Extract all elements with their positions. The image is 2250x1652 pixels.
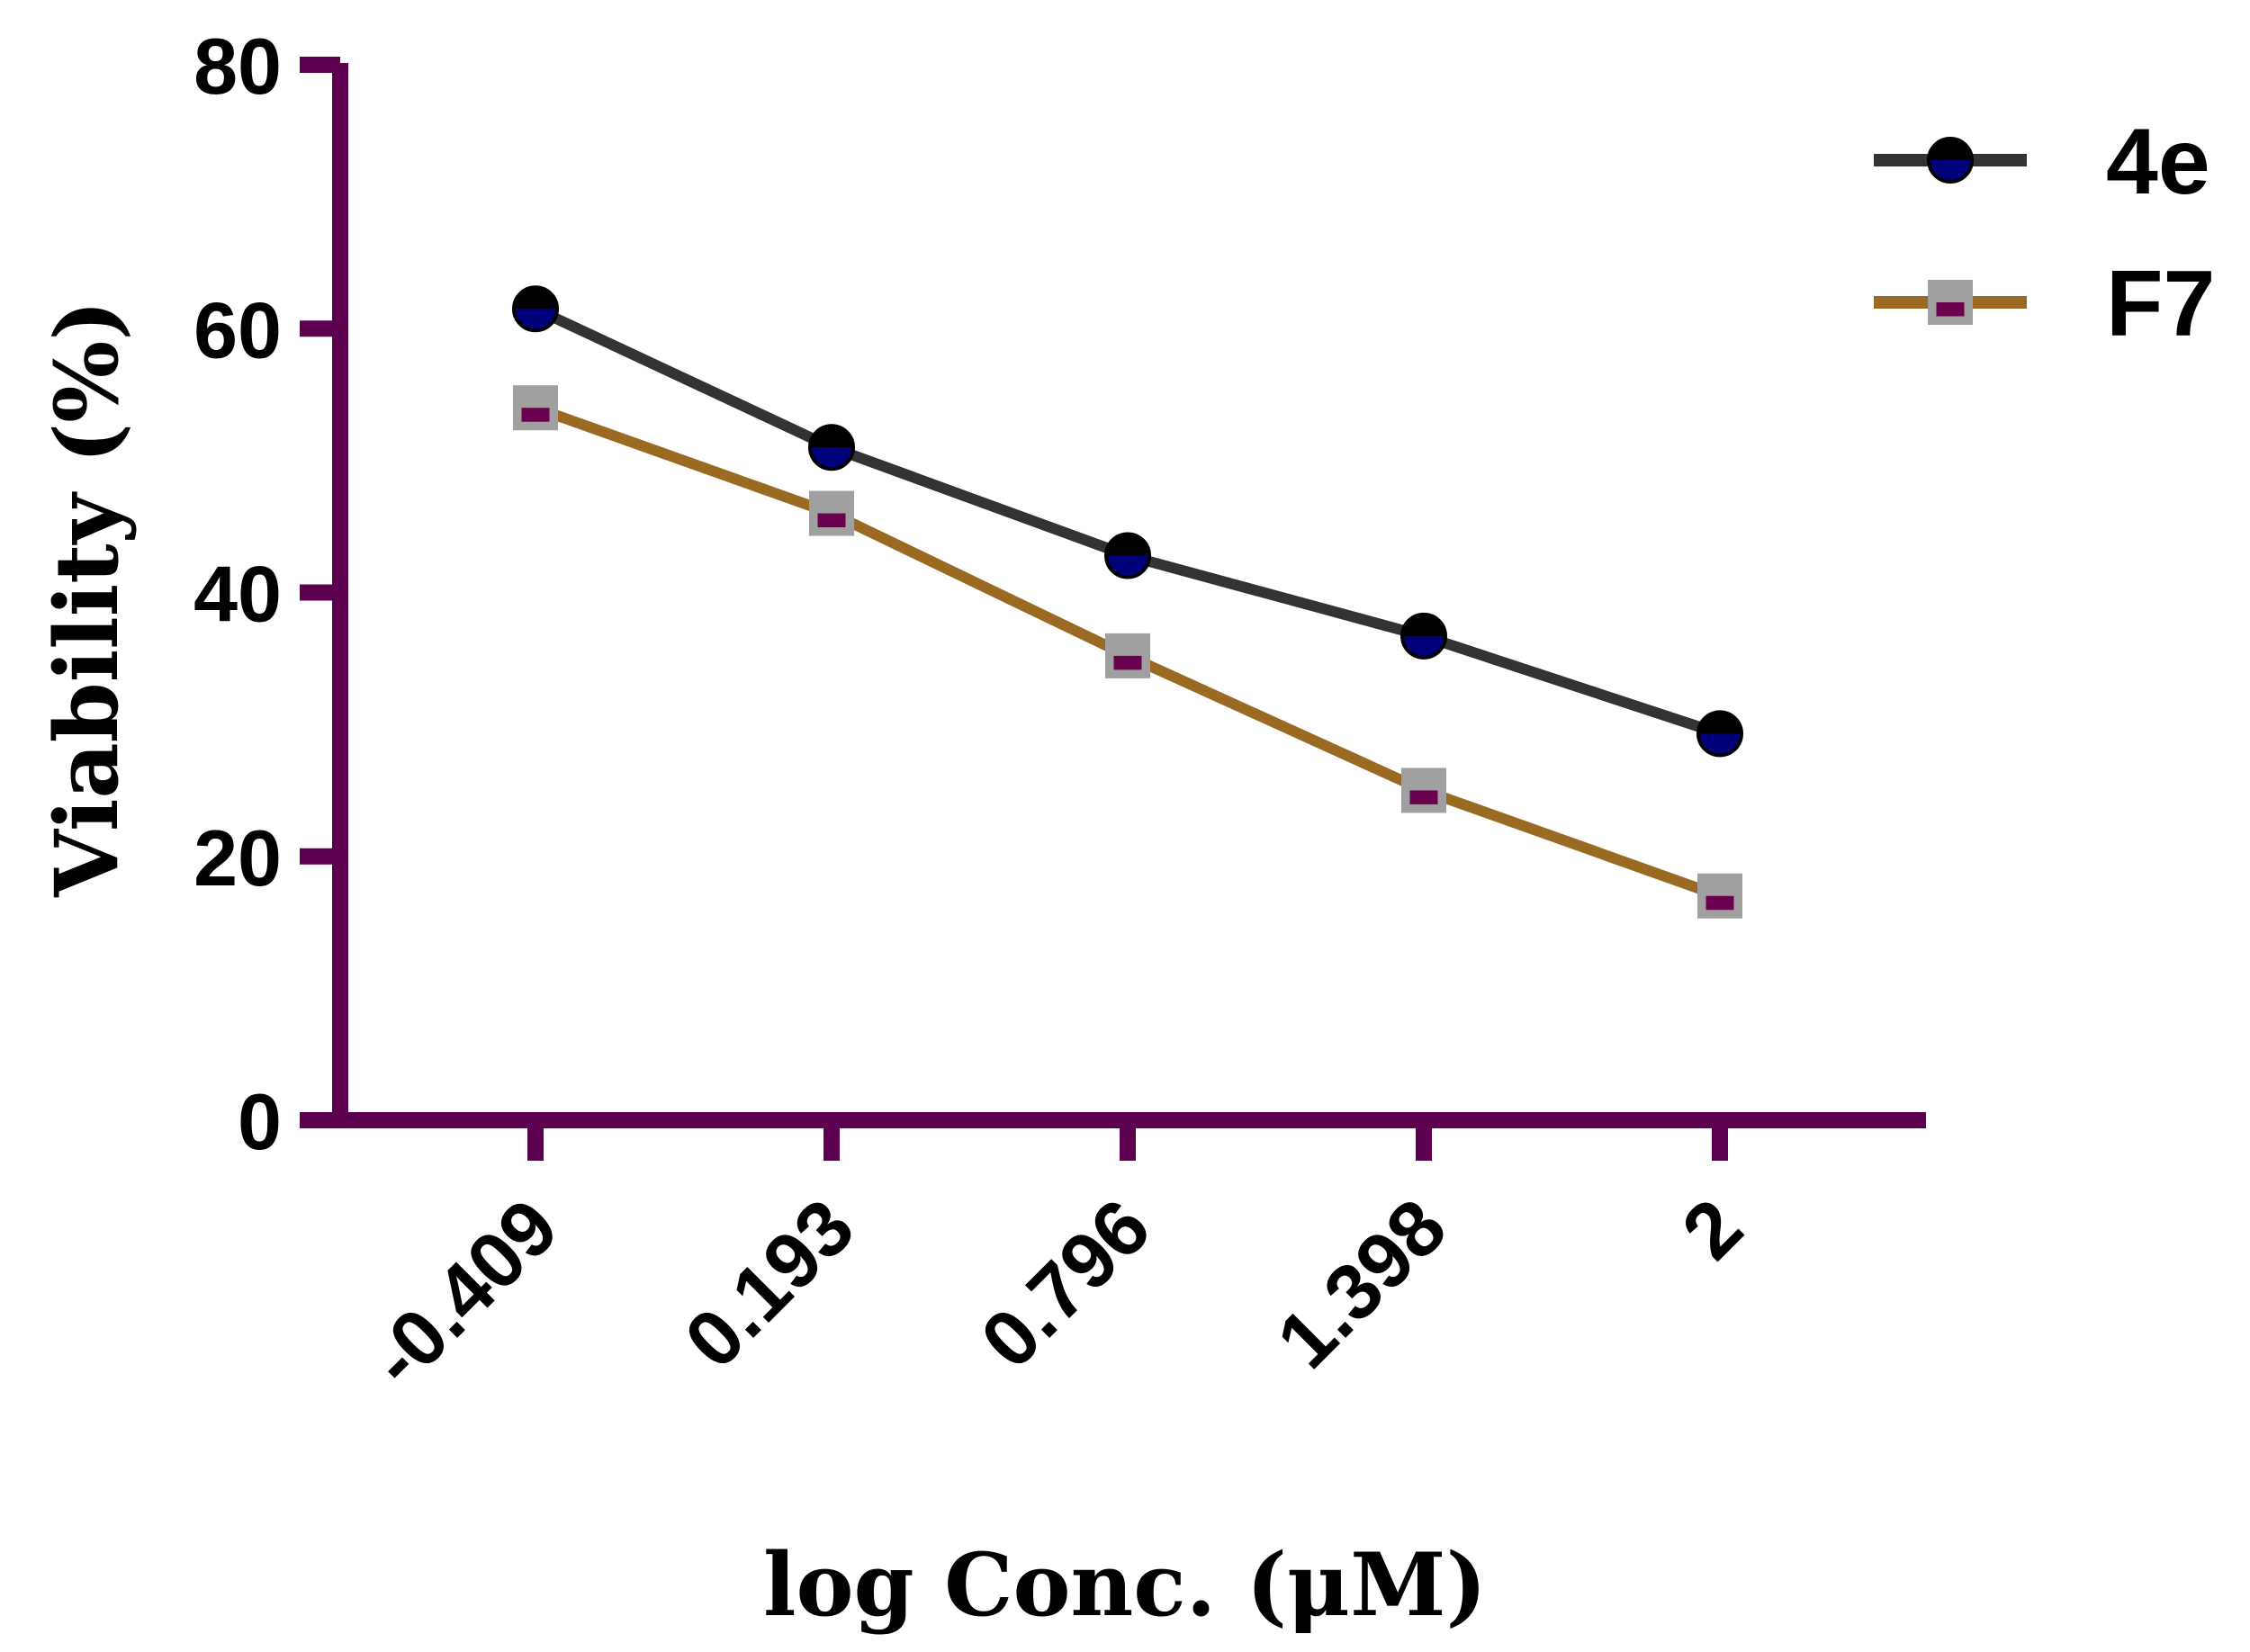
legend-label: 4e xyxy=(2106,110,2210,214)
data-point-4e xyxy=(1400,612,1447,660)
y-tick-label: 40 xyxy=(194,550,282,639)
data-point-F7 xyxy=(513,385,558,431)
x-tick-label: 0.796 xyxy=(964,1181,1167,1385)
data-point-F7 xyxy=(1105,633,1150,678)
legend-marker-F7 xyxy=(1928,280,1973,325)
x-tick-label: -0.409 xyxy=(353,1181,574,1403)
x-tick-label: 2 xyxy=(1665,1181,1760,1276)
axes xyxy=(300,57,1926,1161)
series xyxy=(512,285,1743,919)
y-tick-label: 80 xyxy=(194,22,282,111)
x-tick-label: 1.398 xyxy=(1260,1181,1463,1385)
y-tick-label: 20 xyxy=(194,813,282,902)
y-tick-label: 0 xyxy=(238,1077,282,1166)
y-tick-label: 60 xyxy=(194,285,282,374)
legend-item-F7: F7 xyxy=(1874,252,2215,356)
data-point-4e xyxy=(1104,532,1151,579)
data-point-F7 xyxy=(1401,768,1446,813)
data-point-4e xyxy=(1696,710,1743,758)
data-point-4e xyxy=(512,285,559,333)
x-axis-title: log Conc. (μM) xyxy=(763,1534,1487,1636)
legend-label: F7 xyxy=(2106,252,2215,356)
data-point-F7 xyxy=(1697,873,1742,919)
y-tick-labels: 0 20 40 60 80 xyxy=(194,22,282,1166)
series-F7 xyxy=(513,385,1742,919)
data-point-4e xyxy=(808,424,855,471)
x-tick-labels: -0.409 0.193 0.796 1.398 2 xyxy=(353,1181,1759,1403)
series-4e xyxy=(512,285,1743,758)
legend-marker-4e xyxy=(1927,137,1974,184)
legend-item-4e: 4e xyxy=(1874,110,2210,214)
x-tick-label: 0.193 xyxy=(668,1181,871,1385)
data-point-F7 xyxy=(809,490,854,536)
y-axis-title: Viability (%) xyxy=(36,300,138,898)
